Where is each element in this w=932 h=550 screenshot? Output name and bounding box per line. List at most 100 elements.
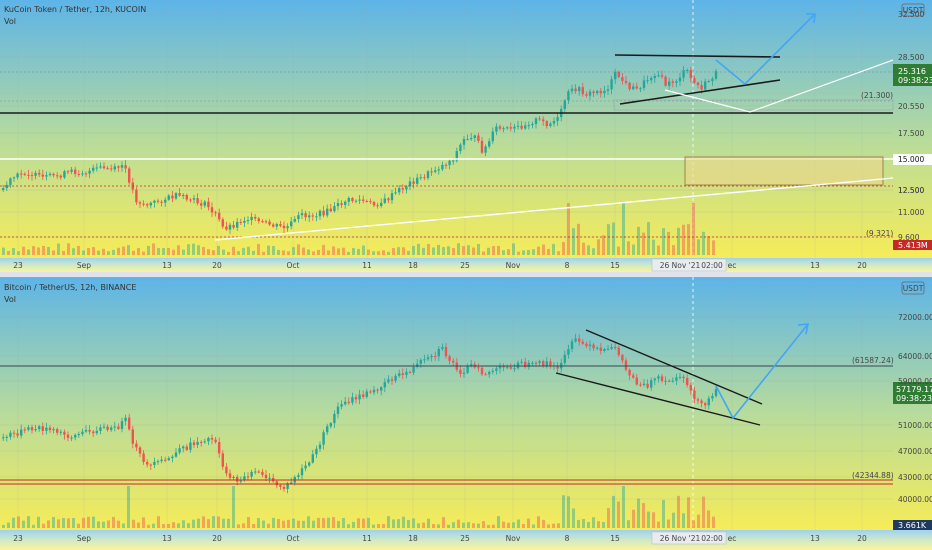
volume-bar (272, 517, 275, 528)
candle-body (304, 213, 307, 218)
volume-bar (232, 486, 235, 528)
volume-bar (672, 245, 675, 255)
candle-body (362, 199, 365, 201)
candle-body (614, 347, 617, 349)
volume-bar (607, 508, 610, 528)
candle-body (563, 354, 566, 363)
volume-bar (332, 246, 335, 255)
candle-body (156, 200, 160, 202)
candle-body (282, 225, 286, 229)
candle-body (196, 441, 199, 445)
volume-bar (557, 523, 560, 528)
time-tick-label: 23 (13, 534, 23, 543)
level-annotation: (42344.88) (852, 471, 894, 480)
volume-bar (552, 523, 555, 528)
candle-body (491, 370, 494, 372)
candle-body (88, 170, 91, 174)
candle-body (473, 135, 476, 138)
btc-time-ticks: 23 Sep 13 20 Oct 11 18 25 Nov 8 15 ec 13 20 26 Nov '21… (13, 531, 867, 545)
volume-bar (637, 498, 640, 528)
volume-bar (512, 243, 515, 255)
volume-bar (137, 522, 140, 528)
candle-body (254, 216, 257, 219)
candle-body (606, 348, 610, 350)
candle-body (707, 398, 710, 406)
candle-body (581, 87, 584, 95)
crosshair-date-box (651, 258, 727, 272)
volume-bar (302, 520, 305, 528)
time-tick-label: Oct (287, 261, 300, 270)
volume-bar (252, 250, 255, 255)
pane-separator[interactable] (0, 272, 932, 277)
kcs-candles[interactable] (2, 66, 718, 234)
candle-body (545, 361, 548, 366)
candle-body (401, 373, 404, 375)
candle-body (675, 377, 678, 381)
candle-body (304, 465, 307, 469)
volume-bar (37, 247, 40, 255)
volume-bar (257, 243, 260, 255)
candle-body (117, 166, 120, 168)
btc-volume-bars (2, 486, 715, 528)
crosshair-time-label: 02:00 (701, 534, 723, 543)
time-tick-label: 8 (565, 534, 570, 543)
volume-bar (17, 516, 20, 528)
volume-bar (697, 239, 700, 255)
volume-bar (32, 246, 35, 255)
candle-body (635, 377, 638, 385)
candle-body (333, 413, 336, 424)
candle-body (246, 476, 250, 478)
volume-bar (507, 522, 510, 528)
candle-body (203, 201, 206, 206)
candle-body (290, 482, 293, 484)
btc-candles[interactable] (2, 333, 718, 494)
volume-bar (377, 523, 380, 528)
volume-bar (517, 519, 520, 528)
volume-bar (367, 249, 370, 255)
volume-bar (647, 222, 650, 255)
candle-body (434, 356, 437, 358)
candle-body (372, 201, 376, 206)
volume-bar (57, 519, 60, 528)
candle-body (228, 473, 232, 478)
volume-bar (542, 519, 545, 528)
volume-bar (357, 248, 360, 255)
volume-bar (527, 518, 530, 528)
volume-bar (392, 519, 395, 528)
kcs-chart-title: KuCoin Token / Tether, 12h, KUCOIN (4, 5, 146, 14)
volume-bar (352, 247, 355, 255)
kcs-chart-panel[interactable]: (21.300) (9.321) 15.000 12.500 25.31609:38:2… (0, 0, 932, 272)
volume-bar (197, 518, 200, 528)
btc-currency-badge[interactable] (901, 281, 925, 295)
volume-bar (627, 241, 630, 255)
kcs-price-axis[interactable] (893, 0, 932, 258)
volume-bar (522, 523, 525, 528)
volume-bar (652, 239, 655, 255)
candle-body (585, 94, 588, 96)
volume-bar (67, 518, 70, 528)
candle-body (5, 436, 8, 438)
candle-body (668, 81, 671, 86)
candle-body (358, 199, 361, 201)
candle-body (135, 443, 138, 448)
volume-bar (492, 246, 495, 255)
volume-bar (112, 516, 115, 528)
candle-body (434, 170, 437, 172)
volume-tag-box (893, 520, 932, 530)
candle-body (495, 126, 498, 132)
volume-bar (362, 245, 365, 255)
volume-bar (87, 247, 90, 255)
candle-body (12, 432, 16, 434)
volume-bar (97, 250, 100, 255)
volume-bar (347, 524, 350, 528)
candle-body (5, 184, 8, 189)
candle-body (63, 431, 66, 435)
volume-bar (257, 518, 260, 528)
kcs-currency-badge[interactable] (901, 3, 925, 17)
volume-bar (597, 239, 600, 255)
time-tick-label: Nov (506, 261, 521, 270)
volume-bar (92, 247, 95, 255)
candle-body (192, 442, 196, 445)
candle-body (261, 221, 264, 223)
